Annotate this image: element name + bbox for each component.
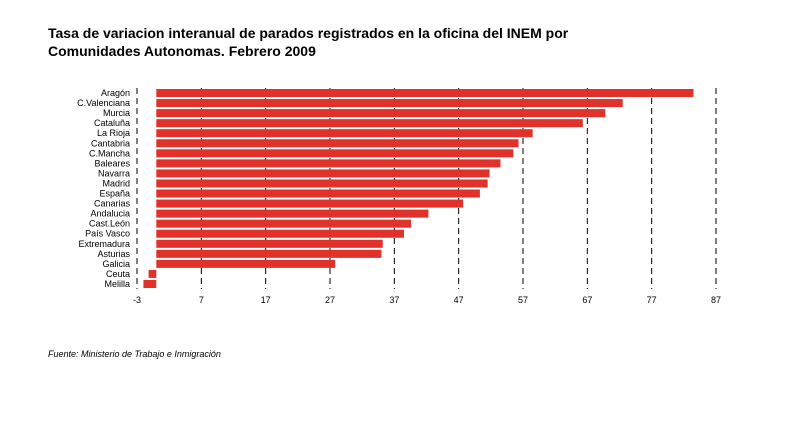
- category-label: Cataluña: [94, 118, 130, 128]
- category-label: País Vasco: [85, 229, 130, 239]
- bar: [156, 169, 490, 178]
- x-tick-label: 17: [261, 295, 271, 305]
- bar: [148, 269, 157, 278]
- category-label: Navarra: [98, 168, 130, 178]
- category-label: Andalucia: [90, 209, 130, 219]
- category-label: Murcia: [103, 108, 130, 118]
- bar: [156, 209, 429, 218]
- grid-lines: [136, 88, 717, 289]
- category-label: Asturias: [97, 249, 130, 259]
- category-label: España: [99, 189, 130, 199]
- bar: [156, 249, 382, 258]
- category-label: Madrid: [102, 178, 130, 188]
- source-note: Fuente: Ministerio de Trabajo e Inmigrac…: [48, 349, 221, 359]
- bar: [156, 239, 383, 248]
- x-tick-label: 67: [582, 295, 592, 305]
- chart-title-line-1: Tasa de variacion interanual de parados …: [48, 25, 569, 41]
- category-label: La Rioja: [97, 128, 130, 138]
- category-label: Baleares: [94, 158, 130, 168]
- bar: [156, 99, 623, 108]
- category-label: Cantabria: [91, 138, 130, 148]
- category-label: Aragón: [101, 88, 130, 98]
- bar: [156, 199, 464, 208]
- bar: [156, 229, 404, 238]
- x-tick-label: 57: [518, 295, 528, 305]
- x-tick-label: 7: [199, 295, 204, 305]
- bar: [156, 129, 533, 138]
- bar: [156, 219, 412, 228]
- category-label: Extremadura: [78, 239, 130, 249]
- bar: [143, 279, 157, 288]
- x-tick-label: 47: [454, 295, 464, 305]
- x-tick-labels: -3 7 17 27 37 47 57 67 77 87: [133, 295, 721, 305]
- bar: [156, 179, 488, 188]
- x-tick-label: 37: [389, 295, 399, 305]
- x-tick-label: 87: [711, 295, 721, 305]
- bar: [156, 119, 583, 128]
- chart-title-line-2: Comunidades Autonomas. Febrero 2009: [48, 43, 316, 59]
- category-label: C.Valenciana: [77, 98, 130, 108]
- bar: [156, 189, 480, 198]
- category-label: Galicia: [102, 259, 130, 269]
- x-tick-label: 77: [647, 295, 657, 305]
- category-label: Canarias: [94, 199, 131, 209]
- bar: [156, 259, 336, 268]
- chart-title: Tasa de variacion interanual de parados …: [48, 24, 648, 60]
- bar: [156, 109, 606, 118]
- category-label: Melilla: [104, 279, 130, 289]
- x-tick-label: 27: [325, 295, 335, 305]
- category-label: C.Mancha: [89, 148, 130, 158]
- bars: [143, 89, 694, 288]
- bar: [156, 159, 501, 168]
- category-label: Cast.León: [89, 219, 130, 229]
- category-label: Ceuta: [106, 269, 130, 279]
- bar: [156, 89, 694, 98]
- bar: [156, 149, 514, 158]
- bar: [156, 139, 519, 148]
- x-tick-label: -3: [133, 295, 141, 305]
